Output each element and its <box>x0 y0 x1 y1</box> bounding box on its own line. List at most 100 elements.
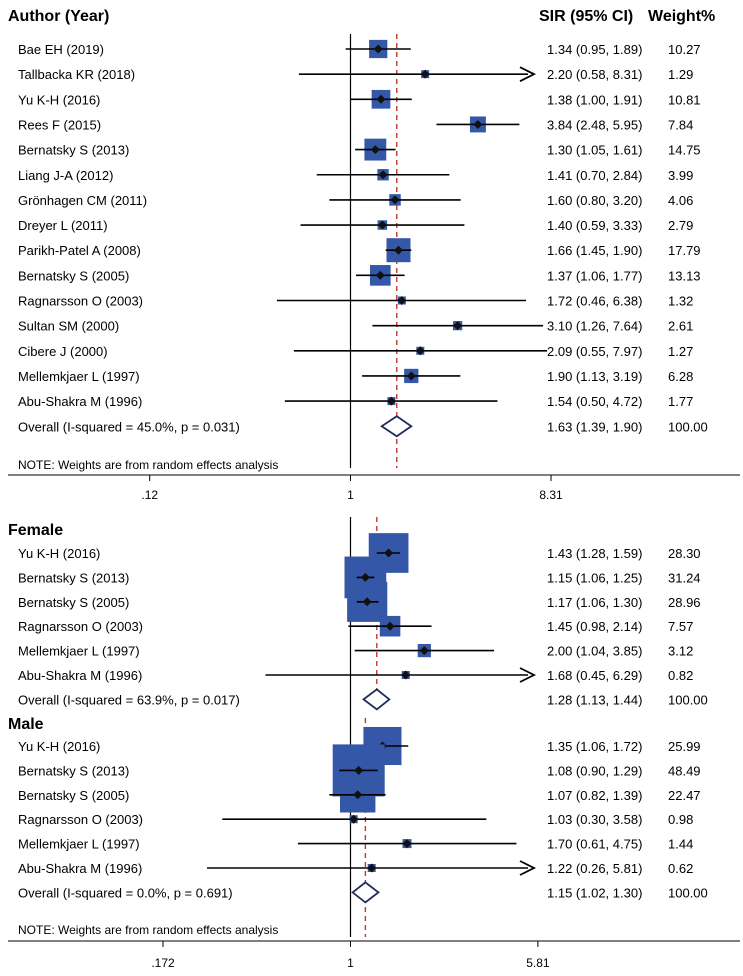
study-weight: 2.79 <box>668 218 693 233</box>
x-tick-label: .172 <box>151 956 175 970</box>
study-label: Yu K-H (2016) <box>18 739 100 754</box>
study-weight: 6.28 <box>668 369 693 384</box>
study-label: Ragnarsson O (2003) <box>18 294 143 309</box>
overall-ci: 1.15 (1.02, 1.30) <box>547 885 642 900</box>
study-label: Mellemkjaer L (1997) <box>18 369 140 384</box>
overall-weight: 100.00 <box>668 885 708 900</box>
overall-weight: 100.00 <box>668 419 708 434</box>
study-label: Bernatsky S (2013) <box>18 143 129 158</box>
study-label: Dreyer L (2011) <box>18 218 108 233</box>
study-ci: 1.72 (0.46, 6.38) <box>547 294 642 309</box>
study-weight: 1.27 <box>668 344 693 359</box>
study-label: Mellemkjaer L (1997) <box>18 837 140 852</box>
study-weight: 31.24 <box>668 570 701 585</box>
point-estimate <box>397 296 407 305</box>
study-weight: 22.47 <box>668 788 701 803</box>
study-ci: 1.03 (0.30, 3.58) <box>547 812 642 827</box>
ci-arrow <box>519 860 537 876</box>
study-ci: 1.41 (0.70, 2.84) <box>547 168 642 183</box>
study-weight: 10.27 <box>668 42 701 57</box>
study-ci: 1.35 (1.06, 1.72) <box>547 739 642 754</box>
study-ci: 2.20 (0.58, 8.31) <box>547 67 642 82</box>
study-ci: 1.54 (0.50, 4.72) <box>547 394 642 409</box>
study-ci: 1.30 (1.05, 1.61) <box>547 143 642 158</box>
study-weight: 4.06 <box>668 193 693 208</box>
point-estimate <box>473 119 483 129</box>
study-ci: 1.68 (0.45, 6.29) <box>547 668 642 683</box>
header-weight: Weight% <box>648 8 715 25</box>
study-ci: 1.90 (1.13, 3.19) <box>547 369 642 384</box>
point-estimate <box>377 220 387 230</box>
study-ci: 3.10 (1.26, 7.64) <box>547 319 642 334</box>
overall-ci: 1.28 (1.13, 1.44) <box>547 692 642 707</box>
ci-arrow <box>519 66 537 82</box>
study-weight: 3.99 <box>668 168 693 183</box>
study-label: Abu-Shakra M (1996) <box>18 861 142 876</box>
study-weight: 48.49 <box>668 763 701 778</box>
study-weight: 3.12 <box>668 644 693 659</box>
study-ci: 1.45 (0.98, 2.14) <box>547 619 642 634</box>
x-tick-label: 8.31 <box>539 488 563 502</box>
study-ci: 1.37 (1.06, 1.77) <box>547 268 642 283</box>
study-label: Bernatsky S (2013) <box>18 763 129 778</box>
study-ci: 2.00 (1.04, 3.85) <box>547 644 642 659</box>
overall-label: Overall (I-squared = 0.0%, p = 0.691) <box>18 885 233 900</box>
overall-diamond <box>351 881 380 904</box>
point-estimate <box>370 145 380 155</box>
point-estimate <box>419 646 429 656</box>
note-text: NOTE: Weights are from random effects an… <box>18 458 278 472</box>
point-estimate <box>384 548 394 558</box>
study-weight: 7.84 <box>668 117 693 132</box>
study-weight: 1.32 <box>668 294 693 309</box>
study-ci: 1.15 (1.06, 1.25) <box>547 570 642 585</box>
study-label: Abu-Shakra M (1996) <box>18 668 142 683</box>
overall-diamond <box>380 415 413 438</box>
point-estimate <box>406 371 416 381</box>
study-weight: 25.99 <box>668 739 701 754</box>
study-ci: 1.70 (0.61, 4.75) <box>547 837 642 852</box>
study-weight: 1.77 <box>668 394 693 409</box>
point-estimate <box>453 321 463 331</box>
study-weight: 7.57 <box>668 619 693 634</box>
point-estimate <box>420 69 430 79</box>
study-label: Tallbacka KR (2018) <box>18 67 135 82</box>
subgroup-title: Female <box>8 522 63 539</box>
header-author-year: Author (Year) <box>8 8 109 25</box>
point-estimate <box>349 814 359 824</box>
study-label: Ragnarsson O (2003) <box>18 619 143 634</box>
study-weight: 13.13 <box>668 268 701 283</box>
point-estimate <box>362 597 372 607</box>
study-label: Bernatsky S (2005) <box>18 595 129 610</box>
x-tick-label: 1 <box>347 488 354 502</box>
point-estimate <box>373 44 383 54</box>
note-text: NOTE: Weights are from random effects an… <box>18 923 278 937</box>
study-ci: 1.34 (0.95, 1.89) <box>547 42 642 57</box>
study-ci: 2.09 (0.55, 7.97) <box>547 344 642 359</box>
study-weight: 0.82 <box>668 668 693 683</box>
study-weight: 28.96 <box>668 595 701 610</box>
study-label: Mellemkjaer L (1997) <box>18 644 140 659</box>
study-label: Parikh-Patel A (2008) <box>18 243 141 258</box>
overall-weight: 100.00 <box>668 692 708 707</box>
overall-label: Overall (I-squared = 45.0%, p = 0.031) <box>18 419 240 434</box>
point-estimate <box>367 863 377 873</box>
x-tick-label: 1 <box>347 956 354 970</box>
study-ci: 1.08 (0.90, 1.29) <box>547 763 642 778</box>
study-ci: 1.66 (1.45, 1.90) <box>547 243 642 258</box>
study-weight: 2.61 <box>668 319 693 334</box>
point-estimate <box>376 94 386 104</box>
study-label: Ragnarsson O (2003) <box>18 812 143 827</box>
point-estimate <box>393 245 403 255</box>
study-ci: 1.17 (1.06, 1.30) <box>547 595 642 610</box>
study-label: Cibere J (2000) <box>18 344 108 359</box>
point-estimate <box>401 670 411 680</box>
x-tick-label: .12 <box>141 488 158 502</box>
point-estimate <box>386 396 396 406</box>
point-estimate <box>378 170 388 180</box>
study-label: Yu K-H (2016) <box>18 546 100 561</box>
study-label: Abu-Shakra M (1996) <box>18 394 142 409</box>
study-label: Yu K-H (2016) <box>18 92 100 107</box>
study-label: Bernatsky S (2005) <box>18 788 129 803</box>
ci-arrow <box>519 667 537 683</box>
study-label: Bernatsky S (2013) <box>18 570 129 585</box>
